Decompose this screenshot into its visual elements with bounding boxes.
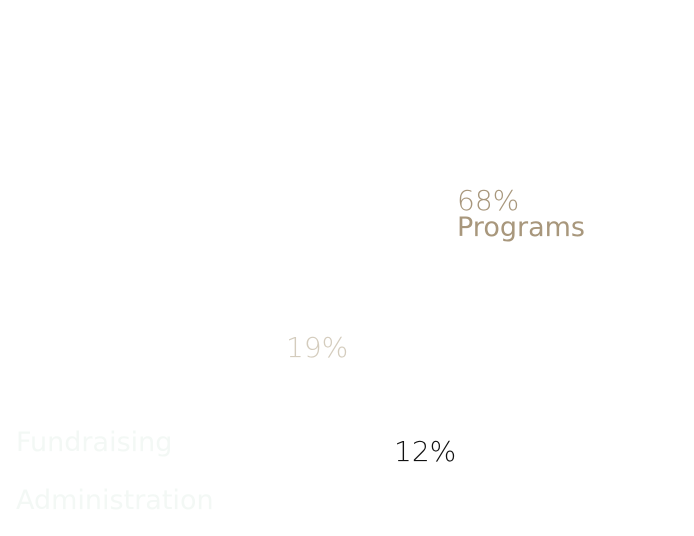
data-label-fundraising-percent: 19% bbox=[286, 331, 349, 364]
data-label-programs-percent: 68% bbox=[457, 184, 520, 217]
data-label-programs-name: Programs bbox=[457, 212, 585, 243]
legend-label-fundraising: Fundraising bbox=[16, 427, 173, 458]
data-label-administration-percent: 12% bbox=[394, 435, 457, 468]
legend-label-administration: Administration bbox=[16, 485, 214, 516]
